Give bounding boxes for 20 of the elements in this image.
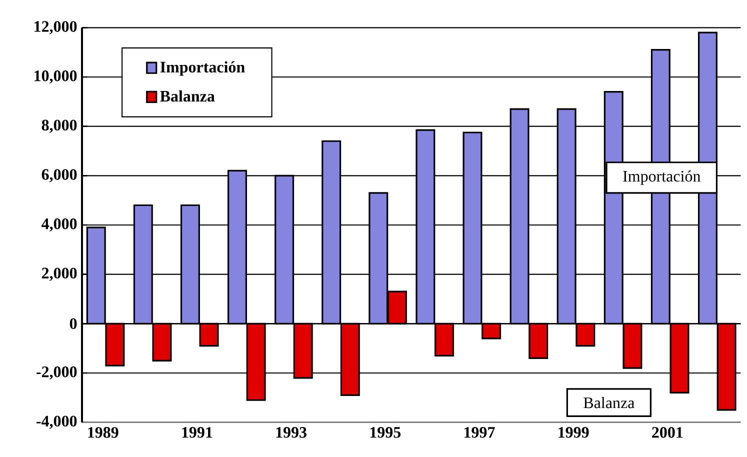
x-tick-label: 1993 [276,427,306,438]
x-tick-label: 1991 [182,427,212,438]
x-tick-label: 1997 [464,427,495,438]
legend-label: Balanza [160,90,215,102]
annotation: Balanza [584,396,634,408]
y-tick-label: 2,000 [42,268,77,281]
y-tick-label: 6,000 [42,169,77,182]
y-tick-label: 4,000 [42,218,77,232]
y-tick-label: 8,000 [42,120,77,133]
y-tick-label: 10,000 [34,70,77,84]
x-tick-label: 1989 [88,427,118,438]
y-tick-label: -4,000 [36,416,77,429]
x-tick-label: 1995 [370,427,401,438]
legend-label: Importación [160,61,245,76]
y-tick-label: -2,000 [36,366,77,380]
x-tick-label: 2001 [652,427,683,438]
y-tick-label: 0 [70,318,77,330]
annotation: Importación [623,170,700,185]
y-tick-label: 12,000 [34,21,77,34]
x-tick-label: 1999 [558,427,589,438]
